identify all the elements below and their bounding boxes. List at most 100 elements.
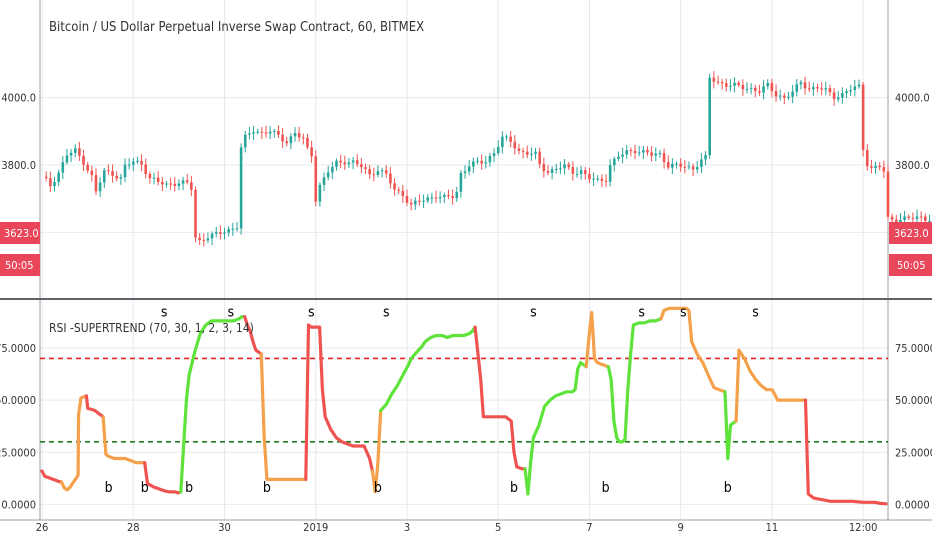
candle-body — [156, 177, 160, 183]
candle-body — [480, 160, 483, 164]
candle-body — [148, 174, 152, 179]
candle-body — [820, 88, 823, 90]
candle-body — [733, 82, 736, 86]
sell-signal: s — [752, 305, 759, 321]
candle-body — [235, 228, 239, 230]
time-tick-label: 26 — [36, 521, 49, 534]
candle-body — [405, 196, 409, 203]
candle-body — [575, 173, 579, 175]
candle-body — [472, 161, 475, 167]
last-price-badge-right: 3623.0 — [889, 222, 932, 244]
candle-body — [841, 93, 844, 98]
candle-body — [401, 190, 405, 197]
price-candles — [44, 71, 931, 247]
candle-body — [339, 160, 342, 163]
candle-body — [273, 130, 276, 132]
time-tick-label: 9 — [678, 521, 684, 534]
candle-body — [890, 216, 894, 220]
candle-body — [907, 216, 911, 218]
candle-body — [49, 178, 52, 187]
candle-body — [210, 233, 214, 239]
candle-body — [206, 238, 210, 241]
candle-body — [608, 165, 612, 182]
candle-body — [870, 166, 873, 168]
candle-body — [239, 147, 243, 229]
time-tick-label: 28 — [127, 521, 140, 534]
candle-body — [293, 133, 297, 137]
candle-body — [384, 170, 388, 174]
time-tick-label: 12:00 — [849, 521, 878, 534]
candle-body — [513, 141, 517, 149]
time-tick-label: 3 — [404, 521, 410, 534]
candle-body — [712, 77, 716, 82]
rsi-segment-neutral — [584, 310, 610, 369]
rsi-segment-neutral — [659, 306, 727, 394]
candle-body — [277, 130, 280, 135]
candle-body — [376, 171, 380, 175]
candle-body — [708, 77, 711, 156]
buy-signal: b — [141, 480, 149, 496]
candle-body — [861, 84, 865, 150]
buy-signal: b — [105, 480, 113, 496]
candle-body — [592, 178, 595, 180]
rsi-tick-label-left: 0.0000 — [1, 498, 36, 511]
candle-body — [181, 180, 185, 184]
candle-body — [455, 191, 459, 199]
candle-body — [86, 164, 89, 171]
sell-signal: s — [308, 305, 315, 321]
candle-body — [853, 86, 857, 91]
candle-body — [380, 170, 384, 172]
candle-body — [434, 197, 438, 199]
candle-body — [903, 216, 906, 220]
chart-title: Bitcoin / US Dollar Perpetual Inverse Sw… — [49, 20, 424, 35]
candle-body — [44, 176, 48, 179]
time-tick-label: 7 — [586, 521, 592, 534]
rsi-tick-label-right: 75.0000 — [895, 342, 932, 355]
candle-body — [136, 160, 139, 162]
candle-body — [281, 134, 284, 142]
candle-body — [878, 165, 881, 168]
rsi-levels — [40, 357, 888, 443]
candle-body — [679, 163, 682, 167]
rsi-segment-neutral — [59, 394, 88, 492]
candle-body — [310, 147, 313, 157]
rsi-segment-bear — [473, 325, 527, 471]
candle-body — [161, 182, 164, 185]
candle-body — [256, 131, 259, 133]
candle-body — [886, 171, 890, 217]
price-tick-label-left: 3800.0 — [1, 159, 36, 172]
candle-body — [177, 183, 181, 187]
candle-body — [61, 162, 65, 173]
candle-body — [351, 160, 355, 163]
time-tick-label: 30 — [218, 521, 231, 534]
candle-body — [53, 181, 56, 187]
candle-body — [107, 170, 110, 172]
candle-body — [447, 194, 450, 197]
rsi-segment-neutral — [101, 415, 147, 465]
candle-body — [704, 155, 707, 160]
candle-body — [542, 164, 546, 172]
rsi-segment-bear — [304, 323, 374, 481]
candle-body — [165, 183, 168, 185]
last-price-badge-left: 3623.0 — [0, 222, 40, 244]
countdown-badge-left: 50:05 — [0, 254, 40, 276]
last-price-label-left: 3623.0 — [4, 227, 39, 240]
price-tick-label-right: 3800.0 — [895, 159, 930, 172]
rsi-tick-label-left: 25.0000 — [0, 446, 36, 459]
candle-body — [915, 216, 919, 219]
candle-body — [666, 161, 670, 168]
candle-body — [745, 88, 749, 90]
candle-body — [459, 172, 463, 192]
candle-body — [646, 150, 649, 153]
candle-body — [306, 137, 309, 148]
candle-body — [243, 134, 247, 148]
candle-body — [194, 189, 197, 238]
candle-body — [687, 166, 691, 168]
grid-layer — [40, 0, 888, 519]
candle-body — [691, 166, 695, 170]
candle-body — [882, 167, 886, 172]
candle-body — [94, 175, 98, 192]
candle-body — [828, 88, 832, 93]
candle-body — [331, 166, 334, 173]
candle-body — [173, 183, 177, 187]
